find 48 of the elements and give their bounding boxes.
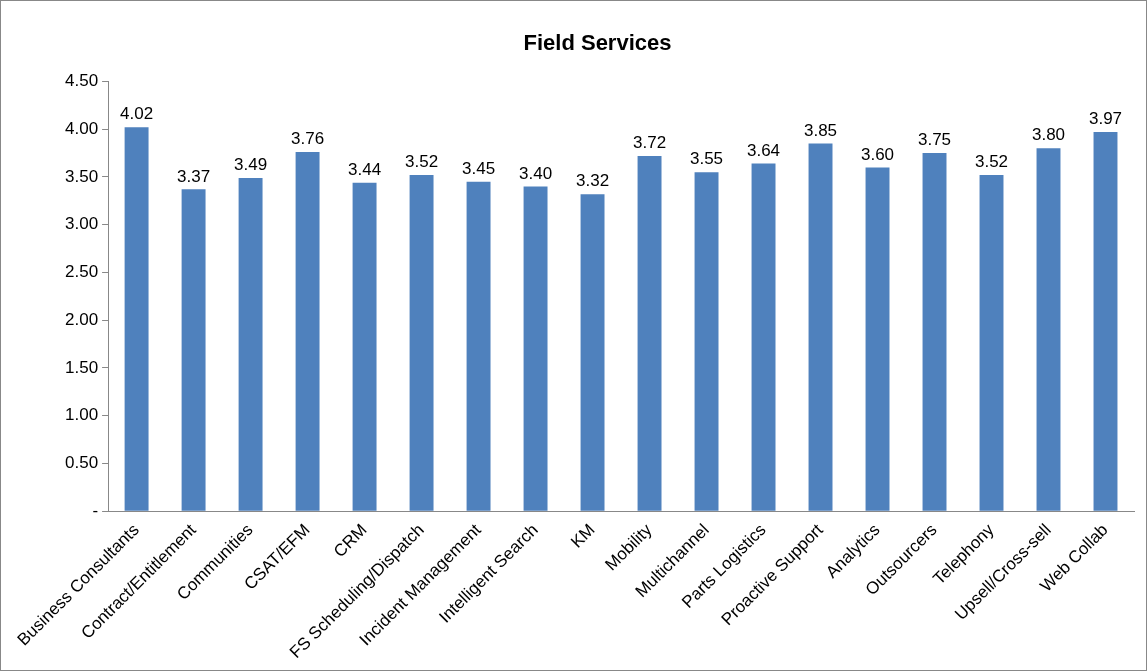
- bar: [181, 189, 206, 511]
- y-tick-label: 1.50: [64, 357, 99, 377]
- bar: [694, 172, 719, 511]
- chart-title: Field Services: [523, 30, 672, 56]
- bar: [979, 175, 1004, 511]
- data-label: 3.52: [405, 152, 439, 172]
- data-label: 3.45: [462, 158, 496, 178]
- bar: [124, 127, 149, 511]
- bar: [751, 163, 776, 511]
- data-label: 3.44: [348, 159, 382, 179]
- data-label: 3.85: [803, 120, 838, 140]
- bar: [637, 155, 662, 511]
- bar: [466, 181, 491, 511]
- y-tick-label: 3.00: [64, 214, 99, 234]
- data-label: 3.40: [519, 163, 553, 183]
- y-tick-label: 4.00: [64, 118, 99, 138]
- data-label: 3.64: [746, 140, 781, 160]
- bar: [238, 177, 263, 511]
- data-label: 3.49: [234, 155, 268, 175]
- y-tick-label: 2.00: [64, 309, 99, 329]
- x-tick-label: KM: [567, 520, 599, 552]
- bar: [523, 186, 548, 511]
- y-tick-label: 1.00: [64, 405, 99, 425]
- bar: [808, 143, 833, 511]
- bar: [922, 153, 947, 511]
- data-label: 3.75: [917, 130, 952, 150]
- bar: [1093, 132, 1118, 511]
- bar: [409, 175, 434, 511]
- data-label: 4.02: [120, 104, 154, 124]
- data-label: 3.60: [860, 144, 895, 164]
- bar: [295, 152, 320, 511]
- data-label: 3.52: [974, 152, 1009, 172]
- data-label: 3.37: [177, 166, 211, 186]
- bar: [1036, 148, 1061, 511]
- y-tick-label: 0.50: [64, 453, 99, 473]
- data-label: 3.76: [291, 129, 325, 149]
- y-tick-label: 3.50: [64, 166, 99, 186]
- bar: [865, 167, 890, 511]
- y-tick-label: 4.50: [64, 71, 99, 91]
- data-label: 3.80: [1031, 125, 1066, 145]
- data-label: 3.55: [689, 149, 724, 169]
- y-tick-label: 2.50: [64, 262, 99, 282]
- data-label: 3.32: [576, 171, 610, 191]
- data-label: 3.72: [632, 133, 667, 153]
- bar: [352, 182, 377, 511]
- data-label: 3.97: [1088, 109, 1123, 129]
- y-tick-label: -: [92, 500, 99, 520]
- bar: [580, 194, 605, 511]
